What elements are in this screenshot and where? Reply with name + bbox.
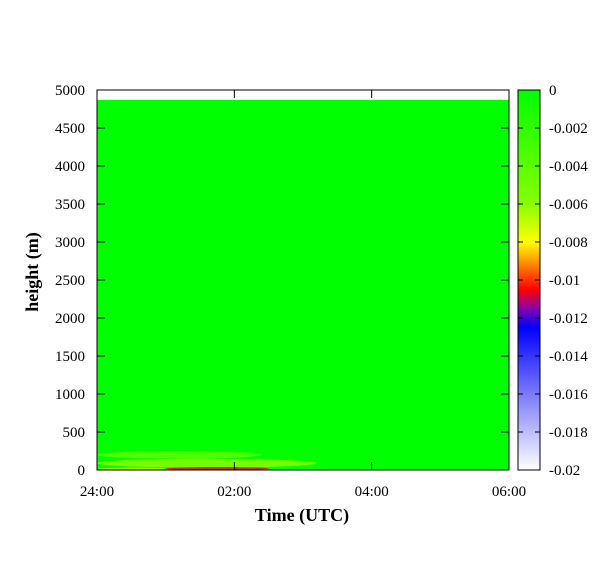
colorbar-tick-label: -0.002 bbox=[549, 121, 588, 137]
x-tick-label: 04:00 bbox=[355, 484, 389, 500]
y-axis-title: height (m) bbox=[22, 232, 43, 312]
y-tick-label: 0 bbox=[78, 463, 86, 479]
heatmap-feature-3 bbox=[97, 467, 166, 471]
x-axis: 24:00 02:00 04:00 06:00 bbox=[80, 90, 526, 500]
x-axis-title: Time (UTC) bbox=[255, 505, 349, 526]
y-tick-label: 4000 bbox=[55, 159, 85, 175]
colorbar-tick-label: -0.004 bbox=[549, 159, 588, 175]
heatmap-plot-area bbox=[96, 89, 510, 471]
colorbar-tick-label: -0.02 bbox=[549, 463, 580, 479]
colorbar-tick-label: -0.006 bbox=[549, 197, 588, 213]
heatmap-features bbox=[96, 451, 317, 471]
colorbar-tick-label: 0 bbox=[549, 83, 557, 99]
colorbar-tick-label: -0.016 bbox=[549, 387, 588, 403]
y-tick-label: 500 bbox=[63, 425, 86, 441]
colorbar-tick-label: -0.012 bbox=[549, 311, 588, 327]
y-tick-label: 3000 bbox=[55, 235, 85, 251]
colorbar-tick-label: -0.008 bbox=[549, 235, 588, 251]
colorbar-ticks: 0 -0.002 -0.004 -0.006 -0.008 -0.01 -0.012 -0.0… bbox=[518, 83, 588, 479]
colorbar-tick-label: -0.018 bbox=[549, 425, 588, 441]
y-tick-label: 1000 bbox=[55, 387, 85, 403]
heatmap-feature-0 bbox=[96, 451, 262, 459]
heatmap-feature-1 bbox=[97, 458, 317, 468]
y-tick-label: 1500 bbox=[55, 349, 85, 365]
y-tick-label: 5000 bbox=[55, 83, 85, 99]
colorbar-tick-label: -0.014 bbox=[549, 349, 588, 365]
x-tick-label: 02:00 bbox=[217, 484, 251, 500]
y-tick-label: 2500 bbox=[55, 273, 85, 289]
y-tick-label: 2000 bbox=[55, 311, 85, 327]
heatmap-field bbox=[97, 99, 509, 470]
colorbar: 0 -0.002 -0.004 -0.006 -0.008 -0.01 -0.012 -0.0… bbox=[517, 83, 588, 479]
colorbar-tick-label: -0.01 bbox=[549, 273, 580, 289]
y-tick-label: 4500 bbox=[55, 121, 85, 137]
x-tick-label: 06:00 bbox=[492, 484, 526, 500]
y-axis: 0 500 1000 1500 2000 2500 3000 3500 4000 4500 5000 bbox=[55, 83, 509, 479]
heatmap-feature-2 bbox=[165, 466, 269, 471]
x-tick-label: 24:00 bbox=[80, 484, 114, 500]
y-tick-label: 3500 bbox=[55, 197, 85, 213]
